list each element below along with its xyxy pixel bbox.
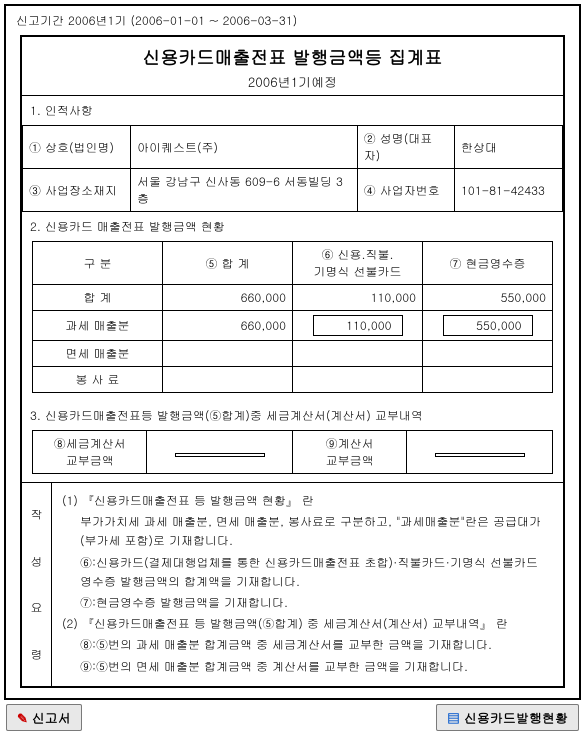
report-button-label: 신고서	[32, 708, 71, 727]
note-line: 부가가치세 과세 매출분, 면세 매출분, 봉사료로 구분하고, "과세매출분"…	[62, 512, 553, 550]
section3-label: 3. 신용카드매출전표등 발행금액(⑤합계)중 세금계산서(계산서) 교부내역	[22, 401, 563, 430]
note-line: (1) 『신용카드매출전표 등 발행금액 현황』 란	[62, 491, 553, 510]
amt-row-label: 합 계	[33, 285, 163, 311]
amt-h3: ⑥ 신용.직불. 기명식 선불카드	[293, 242, 423, 285]
amt-cell: 550,000	[423, 311, 553, 341]
title-sub: 2006년1기예정	[22, 72, 563, 91]
amt-h1: 구 분	[33, 242, 163, 285]
label-tax2: ⑨계산서 교부금액	[292, 431, 406, 474]
note-line: ⑦:현금영수증 발행금액을 기재합니다.	[62, 593, 553, 612]
amt-row-label: 봉 사 료	[33, 367, 163, 393]
amt-h4: ⑦ 현금영수증	[423, 242, 553, 285]
amt-cell	[163, 367, 293, 393]
card-status-button-label: 신용카드발행현황	[464, 708, 568, 727]
amt-cell: 550,000	[423, 285, 553, 311]
title-main: 신용카드매출전표 발행금액등 집계표	[22, 45, 563, 70]
footer-bar: ✎ 신고서 ▤ 신용카드발행현황	[6, 704, 579, 731]
amt-cell	[163, 341, 293, 367]
amt-cell	[423, 367, 553, 393]
val-tax2	[407, 431, 553, 474]
val-bizno: 101-81-42433	[454, 169, 562, 212]
val-address: 서울 강남구 신사동 609-6 서동빌딩 3층	[131, 169, 358, 212]
notes-side-label: 작성요령	[22, 483, 52, 686]
amt-cell	[423, 341, 553, 367]
amt-h2: ⑤ 합 계	[163, 242, 293, 285]
notes-section: 작성요령 (1) 『신용카드매출전표 등 발행금액 현황』 란부가가치세 과세 …	[22, 482, 563, 686]
report-button[interactable]: ✎ 신고서	[6, 704, 82, 731]
amt-cell	[293, 367, 423, 393]
personal-info-table: ① 상호(법인명) 아이퀘스트(주) ② 성명(대표자) 한상대 ③ 사업장소재…	[22, 125, 563, 212]
val-rep: 한상대	[454, 126, 562, 169]
section1-label: 1. 인적사항	[22, 95, 563, 125]
label-tax1: ⑧세금계산서 교부금액	[33, 431, 147, 474]
amt-cell: 110,000	[293, 285, 423, 311]
document-icon: ▤	[447, 708, 460, 727]
val-tax1	[147, 431, 293, 474]
note-line: ⑥:신용카드(결제대행업체를 통한 신용카드매출전표 초합)·직불카드·기명식 …	[62, 553, 553, 591]
title-area: 신용카드매출전표 발행금액등 집계표 2006년1기예정	[22, 37, 563, 95]
amt-row-label: 면세 매출분	[33, 341, 163, 367]
amt-cell: 660,000	[163, 285, 293, 311]
label-address: ③ 사업장소재지	[23, 169, 131, 212]
amount-table: 구 분 ⑤ 합 계 ⑥ 신용.직불. 기명식 선불카드 ⑦ 현금영수증 합 계6…	[32, 241, 553, 393]
note-line: (2) 『신용카드매출전표 등 발행금액(⑤합계) 중 세금계산서(계산서) 교…	[62, 614, 553, 633]
amt-cell: 660,000	[163, 311, 293, 341]
tax-invoice-table: ⑧세금계산서 교부금액 ⑨계산서 교부금액	[32, 430, 553, 474]
outer-frame: 신고기간 2006년1기 (2006-01-01 ~ 2006-03-31) 신…	[4, 4, 581, 700]
inner-frame: 신용카드매출전표 발행금액등 집계표 2006년1기예정 1. 인적사항 ① 상…	[20, 35, 565, 688]
label-rep: ② 성명(대표자)	[357, 126, 454, 169]
period-bar: 신고기간 2006년1기 (2006-01-01 ~ 2006-03-31)	[6, 6, 579, 35]
amt-row-label: 과세 매출분	[33, 311, 163, 341]
val-company: 아이퀘스트(주)	[131, 126, 358, 169]
section2-label: 2. 신용카드 매출전표 발행금액 현황	[22, 212, 563, 241]
note-line: ⑨:⑤번의 면세 매출분 합계금액 중 계산서를 교부한 금액을 기재합니다.	[62, 657, 553, 676]
label-company: ① 상호(법인명)	[23, 126, 131, 169]
note-line: ⑧:⑤번의 과세 매출분 합계금액 중 세금계산서를 교부한 금액을 기재합니다…	[62, 635, 553, 654]
label-bizno: ④ 사업자번호	[357, 169, 454, 212]
amt-cell: 110,000	[293, 311, 423, 341]
notes-body: (1) 『신용카드매출전표 등 발행금액 현황』 란부가가치세 과세 매출분, …	[52, 483, 563, 686]
pencil-icon: ✎	[17, 708, 28, 727]
amt-cell	[293, 341, 423, 367]
card-status-button[interactable]: ▤ 신용카드발행현황	[436, 704, 579, 731]
